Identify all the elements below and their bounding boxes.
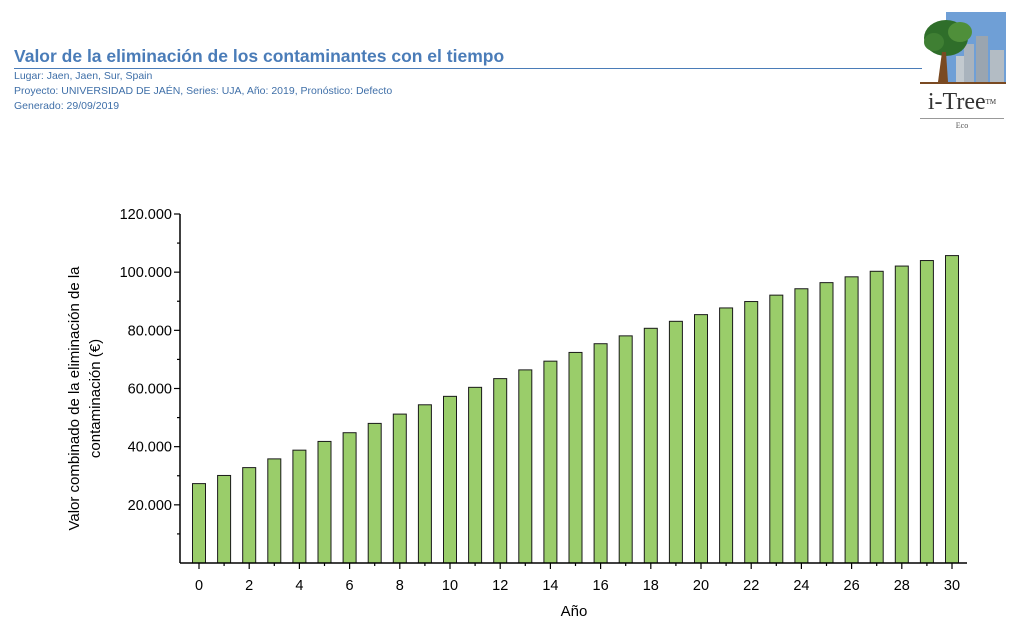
bar-year-27 [869,270,884,564]
x-tick-label: 14 [542,578,558,594]
y-axis-title-line-1: Valor combinado de la eliminación de la [66,266,83,531]
bar-year-15 [568,351,583,564]
bar-year-13 [518,369,533,564]
bar-series [192,255,959,564]
bar-year-29 [919,260,934,564]
bar-year-8 [392,413,407,564]
x-tick-label: 30 [944,578,960,594]
x-tick-label: 4 [295,578,303,594]
bar-year-7 [367,422,382,564]
y-tick-label: 80.000 [128,323,172,339]
x-tick-label: 22 [743,578,759,594]
bar-year-18 [643,327,658,564]
logo-wordmark-text: i-Tree [927,89,986,115]
bar-year-20 [694,314,708,564]
x-tick-label: 8 [396,578,404,594]
itree-eco-logo: i-TreeTM Eco [920,12,1012,132]
x-tick-label: 16 [593,578,609,594]
x-tick-label: 0 [195,578,203,594]
logo-wordmark: i-TreeTM [920,88,1004,116]
bar-year-23 [769,294,784,564]
y-axis-ticks: 20.000 40.000 60.000 80.000 100.000 120.000 [120,207,180,535]
x-axis-title: Año [561,603,588,620]
bar-year-10 [443,395,457,564]
bar-year-1 [217,474,232,564]
bar-year-6 [342,432,357,564]
x-tick-label: 28 [894,578,910,594]
title-divider [14,68,922,69]
bar-year-26 [844,276,859,564]
project-line: Proyecto: UNIVERSIDAD DE JAÉN, Series: U… [14,85,393,97]
bar-year-11 [468,386,483,564]
logo-product-label: Eco [920,118,1004,130]
bar-year-14 [543,360,558,564]
bar-year-28 [894,265,909,564]
y-tick-label: 20.000 [128,498,172,514]
bar-year-30 [945,255,959,564]
report-header: Valor de la eliminación de los contamina… [14,45,924,114]
y-tick-label: 120.000 [120,207,172,223]
y-tick-label: 100.000 [120,265,172,281]
x-tick-label: 20 [693,578,709,594]
bar-year-5 [317,440,332,564]
x-tick-label: 18 [643,578,659,594]
x-tick-label: 10 [442,578,458,594]
bar-year-19 [668,320,683,564]
x-tick-label: 2 [245,578,253,594]
x-tick-label: 26 [844,578,860,594]
bar-year-0 [192,483,206,564]
location-line: Lugar: Jaen, Jaen, Sur, Spain [14,70,153,82]
generated-line: Generado: 29/09/2019 [14,100,120,112]
bar-year-2 [242,467,257,564]
logo-trademark: TM [985,98,997,106]
tree-city-logo-icon [920,12,1006,84]
bar-year-17 [618,335,633,564]
x-tick-label: 6 [346,578,354,594]
bar-year-25 [819,282,834,564]
bar-year-12 [493,378,508,564]
bar-year-22 [744,301,759,564]
x-tick-label: 24 [793,578,809,594]
y-axis-title-line-2: contaminación (€) [87,339,104,458]
bar-year-24 [794,288,809,564]
x-axis-ticks: 0 2 4 6 8 10 12 14 16 18 20 22 24 26 28 30 [195,563,960,594]
bar-year-4 [292,449,307,564]
y-tick-label: 40.000 [128,440,172,456]
bar-year-9 [417,404,432,564]
y-tick-label: 60.000 [128,382,172,398]
bar-year-16 [593,343,608,564]
bar-year-21 [719,307,734,564]
report-title: Valor de la eliminación de los contamina… [14,46,505,66]
bar-year-3 [267,458,282,564]
x-tick-label: 12 [492,578,508,594]
